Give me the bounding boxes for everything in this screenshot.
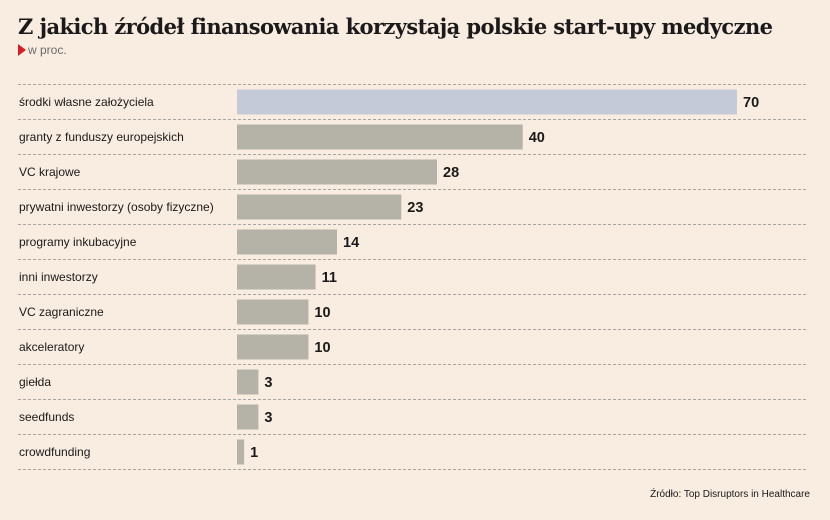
category-label: seedfunds — [19, 410, 74, 424]
value-label: 28 — [443, 165, 459, 181]
bar — [237, 334, 309, 360]
category-label: programy inkubacyjne — [19, 235, 137, 249]
source-note: Źródło: Top Disruptors in Healthcare — [650, 489, 810, 500]
category-label: inni inwestorzy — [19, 270, 98, 284]
category-label: giełda — [19, 375, 51, 389]
bar — [237, 439, 245, 465]
value-label: 3 — [264, 410, 272, 426]
bar — [237, 299, 309, 325]
category-label: prywatni inwestorzy (osoby fizyczne) — [19, 200, 214, 214]
value-label: 11 — [322, 270, 337, 286]
value-label: 23 — [407, 200, 423, 216]
bar — [237, 124, 523, 150]
red-triangle-icon — [18, 44, 26, 56]
value-label: 1 — [250, 445, 258, 461]
category-label: crowdfunding — [19, 445, 90, 459]
category-label: akceleratory — [19, 340, 84, 354]
value-label: 70 — [743, 95, 759, 111]
bar — [237, 194, 402, 220]
bar — [237, 404, 259, 430]
chart-title: Z jakich źródeł finansowania korzystają … — [18, 14, 773, 39]
chart-subtitle: w proc. — [18, 43, 67, 57]
bar — [237, 369, 259, 395]
value-label: 10 — [314, 305, 330, 321]
bar — [237, 229, 337, 255]
bar — [237, 159, 437, 185]
bar — [237, 89, 737, 115]
category-label: granty z funduszy europejskich — [19, 130, 184, 144]
value-label: 14 — [343, 235, 359, 251]
value-label: 40 — [529, 130, 545, 146]
value-label: 10 — [314, 340, 330, 356]
value-label: 3 — [264, 375, 272, 391]
category-label: VC krajowe — [19, 165, 81, 179]
category-label: środki własne założyciela — [19, 95, 154, 109]
bar — [237, 264, 316, 290]
subtitle-text: w proc. — [28, 43, 67, 57]
category-label: VC zagraniczne — [19, 305, 104, 319]
